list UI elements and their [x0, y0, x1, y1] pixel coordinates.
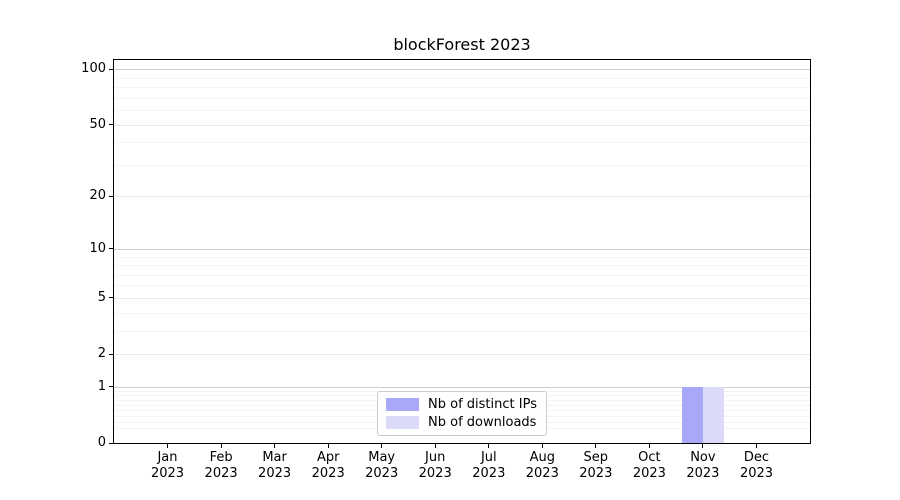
- gridline-y-100: [114, 69, 810, 71]
- minor-gridline: [114, 265, 810, 266]
- gridline-y-50: [114, 124, 810, 126]
- x-tick-mark: [434, 444, 436, 448]
- legend: Nb of distinct IPs Nb of downloads: [377, 391, 547, 436]
- x-tick-mark: [488, 444, 490, 448]
- x-tick-mark: [595, 444, 597, 448]
- x-tick-year: 2023: [472, 466, 506, 481]
- y-tick-label-10: 10: [89, 240, 106, 256]
- minor-gridline: [114, 330, 810, 332]
- y-tick-label-5: 5: [97, 289, 106, 305]
- x-tick-mark: [381, 444, 383, 448]
- x-tick-label-may: May 2023: [352, 450, 412, 482]
- x-tick-label-jan: Jan 2023: [138, 450, 198, 482]
- x-tick-label-jun: Jun 2023: [405, 450, 465, 482]
- legend-label-downloads: Nb of downloads: [428, 415, 537, 430]
- y-tick-mark: [109, 195, 113, 197]
- x-tick-year: 2023: [632, 466, 666, 481]
- minor-gridline: [114, 256, 810, 258]
- y-tick-mark: [109, 353, 113, 355]
- y-tick-label-100: 100: [81, 61, 106, 77]
- x-tick-year: 2023: [204, 466, 238, 481]
- y-tick-mark: [109, 68, 113, 70]
- y-tick-label-20: 20: [89, 188, 106, 204]
- plot-area: Nb of distinct IPs Nb of downloads: [113, 59, 811, 444]
- minor-gridline: [114, 312, 810, 314]
- y-tick-mark: [109, 297, 113, 299]
- x-tick-year: 2023: [311, 466, 345, 481]
- gridline-y-10: [114, 248, 810, 250]
- gridline-y-5: [114, 297, 810, 299]
- x-tick-label-aug: Aug 2023: [512, 450, 572, 482]
- x-tick-year: 2023: [686, 466, 720, 481]
- legend-label-distinct-ips: Nb of distinct IPs: [428, 397, 537, 412]
- minor-gridline: [114, 274, 810, 276]
- minor-gridline: [114, 164, 810, 166]
- x-tick-mark: [220, 444, 222, 448]
- minor-gridline: [114, 97, 810, 99]
- y-tick-mark: [109, 248, 113, 250]
- y-tick-label-50: 50: [89, 116, 106, 132]
- x-tick-label-nov: Nov 2023: [673, 450, 733, 482]
- y-tick-mark: [109, 124, 113, 125]
- x-tick-label-jul: Jul 2023: [459, 450, 519, 482]
- y-tick-label-2: 2: [97, 346, 106, 361]
- legend-item-downloads: Nb of downloads: [386, 415, 537, 430]
- bar-distinct-ips-nov-2023: [681, 386, 703, 443]
- x-tick-label-sep: Sep 2023: [566, 450, 626, 482]
- y-tick-label-1: 1: [97, 378, 106, 394]
- legend-item-distinct-ips: Nb of distinct IPs: [386, 397, 537, 412]
- legend-swatch-downloads: [386, 416, 420, 429]
- x-tick-label-apr: Apr 2023: [298, 450, 358, 482]
- x-tick-year: 2023: [418, 466, 452, 481]
- x-tick-mark: [756, 444, 757, 448]
- minor-gridline: [114, 142, 810, 144]
- x-tick-mark: [167, 444, 168, 448]
- chart-title: blockForest 2023: [393, 35, 531, 54]
- x-tick-year: 2023: [365, 466, 399, 481]
- minor-gridline: [114, 87, 810, 88]
- minor-gridline: [114, 77, 810, 79]
- x-tick-year: 2023: [579, 466, 613, 481]
- x-tick-label-feb: Feb 2023: [191, 450, 251, 482]
- x-tick-mark: [702, 444, 704, 448]
- x-tick-mark: [541, 444, 543, 448]
- gridline-y-2: [114, 354, 810, 355]
- x-tick-year: 2023: [525, 466, 559, 481]
- x-tick-mark: [274, 444, 276, 448]
- minor-gridline: [114, 109, 810, 111]
- legend-swatch-distinct-ips: [386, 398, 420, 411]
- x-tick-mark: [648, 444, 650, 448]
- x-tick-year: 2023: [739, 466, 774, 481]
- x-tick-year: 2023: [258, 466, 292, 481]
- x-tick-mark: [327, 444, 329, 448]
- minor-gridline: [114, 285, 810, 287]
- x-tick-label-oct: Oct 2023: [619, 450, 679, 482]
- y-tick-mark: [109, 442, 113, 444]
- y-tick-label-0: 0: [97, 435, 106, 450]
- x-tick-label-mar: Mar 2023: [245, 450, 305, 482]
- x-tick-year: 2023: [150, 466, 185, 481]
- y-tick-mark: [109, 386, 113, 388]
- gridline-y-1: [114, 386, 810, 388]
- bar-downloads-nov-2023: [702, 386, 725, 443]
- x-tick-label-dec: Dec 2023: [727, 450, 787, 482]
- gridline-y-20: [114, 196, 810, 198]
